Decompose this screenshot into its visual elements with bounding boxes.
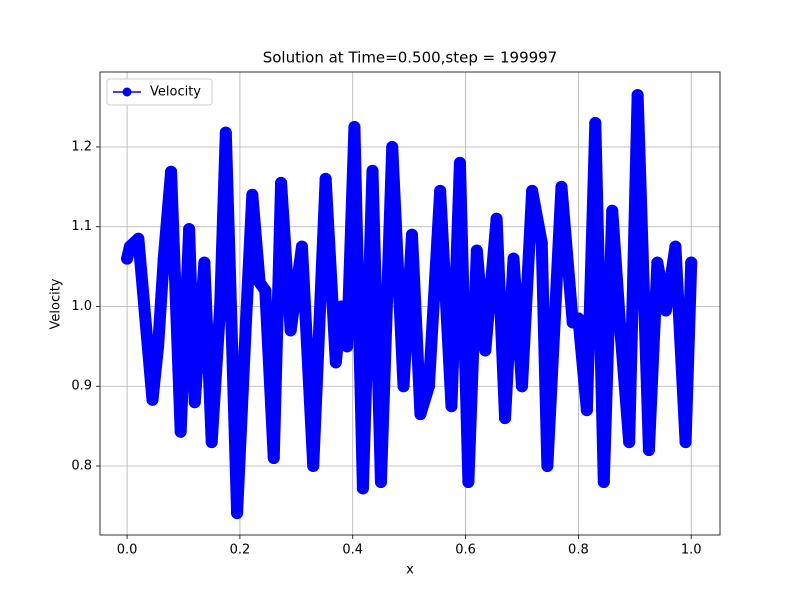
y-tick-label: 1.1: [71, 219, 92, 234]
point: [275, 176, 288, 189]
point: [239, 324, 252, 337]
x-tick-label: 0.0: [117, 543, 138, 558]
point: [422, 380, 435, 393]
point: [659, 304, 672, 317]
point: [366, 164, 379, 177]
point: [121, 252, 134, 265]
point: [490, 212, 503, 225]
point: [445, 400, 458, 413]
x-tick-label: 0.2: [230, 543, 251, 558]
point: [597, 475, 610, 488]
point: [589, 117, 602, 130]
point: [535, 236, 548, 249]
point: [246, 188, 259, 201]
legend-marker: [122, 87, 132, 97]
point: [414, 408, 427, 421]
point: [174, 425, 187, 438]
point: [507, 252, 520, 265]
point: [679, 436, 692, 449]
point: [198, 256, 211, 269]
point: [183, 223, 196, 236]
point: [284, 324, 297, 337]
x-tick-label: 1.0: [681, 543, 702, 558]
point: [146, 393, 159, 406]
point: [541, 460, 554, 473]
point: [397, 380, 410, 393]
point: [555, 180, 568, 193]
point: [479, 344, 492, 357]
point: [152, 340, 165, 353]
y-tick-label: 1.2: [71, 139, 92, 154]
point: [374, 475, 387, 488]
y-tick-label: 0.8: [71, 459, 92, 474]
point: [462, 475, 475, 488]
point: [165, 165, 178, 178]
point: [295, 240, 308, 253]
point: [335, 300, 348, 313]
point: [188, 396, 201, 409]
point: [341, 340, 354, 353]
series: [121, 89, 698, 520]
point: [614, 328, 627, 341]
x-axis-label: x: [406, 563, 414, 578]
point: [405, 228, 418, 241]
line: [121, 89, 698, 520]
point: [669, 240, 682, 253]
y-tick-label: 0.9: [71, 379, 92, 394]
point: [348, 121, 361, 134]
plot-frame: [99, 71, 721, 536]
point: [267, 452, 280, 465]
point: [132, 232, 145, 245]
point: [205, 436, 218, 449]
point: [219, 126, 232, 139]
point: [307, 460, 320, 473]
point: [642, 444, 655, 457]
point: [259, 284, 272, 297]
point: [470, 244, 483, 257]
point: [499, 412, 512, 425]
point: [329, 356, 342, 369]
point: [685, 256, 698, 269]
point: [319, 172, 332, 185]
point: [623, 436, 636, 449]
point: [526, 184, 539, 197]
point: [631, 89, 644, 102]
point: [356, 482, 369, 495]
x-tick-label: 0.6: [455, 543, 476, 558]
point: [606, 204, 619, 217]
point: [434, 184, 447, 197]
legend-label: Velocity: [150, 85, 201, 100]
y-tick-label: 1.0: [71, 299, 92, 314]
point: [651, 256, 664, 269]
point: [453, 156, 466, 169]
point: [580, 404, 593, 417]
point: [515, 380, 528, 393]
point: [386, 140, 399, 153]
point: [572, 312, 585, 325]
y-axis-label: Velocity: [49, 278, 64, 329]
point: [157, 252, 170, 265]
point: [123, 240, 136, 253]
point: [231, 507, 244, 520]
legend-box: [106, 78, 213, 106]
x-tick-label: 0.8: [568, 543, 589, 558]
point: [214, 300, 227, 313]
chart-title: Solution at Time=0.500,step = 199997: [263, 49, 558, 67]
x-tick-label: 0.4: [342, 543, 363, 558]
